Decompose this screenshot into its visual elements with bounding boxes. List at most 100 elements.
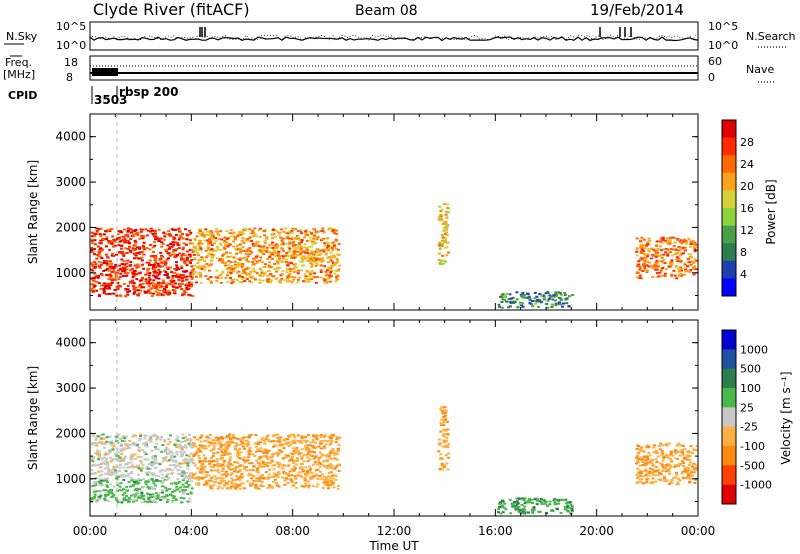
data-cell [325,273,329,276]
data-cell [140,462,144,465]
data-cell [152,433,156,436]
data-cell [128,499,132,502]
data-cell [238,258,242,261]
colorbar-tick-label: 25 [740,401,754,414]
data-cell [271,241,275,244]
data-cell [302,255,306,258]
data-cell [642,263,646,265]
data-cell [167,276,171,279]
data-cell [93,284,97,287]
data-cell [207,247,210,249]
data-cell [650,459,654,462]
data-cell [117,433,121,436]
data-cell [227,480,231,483]
data-cell [232,256,236,259]
data-cell [304,445,308,448]
data-cell [317,457,321,460]
data-cell [667,442,671,445]
data-cell [330,434,334,437]
data-cell [275,473,278,476]
data-cell [172,249,176,252]
data-cell [294,263,298,266]
data-cell [154,459,158,461]
data-cell [507,298,511,300]
data-cell [695,444,699,447]
data-cell [323,242,327,245]
data-cell [151,233,155,235]
data-cell [220,443,224,446]
data-cell [277,280,281,283]
data-cell [533,498,537,501]
data-cell [149,436,153,439]
data-cell [183,260,187,263]
data-cell [320,433,323,436]
data-cell [173,256,177,259]
data-cell [675,266,679,269]
data-cell [238,448,242,450]
data-cell [126,233,130,236]
data-cell [686,469,689,472]
data-cell [140,490,143,493]
data-cell [677,270,681,273]
data-cell [654,449,658,452]
data-cell [119,445,123,448]
data-cell [297,245,301,248]
data-cell [221,271,225,274]
data-cell [294,486,298,489]
data-cell [211,234,215,237]
data-cell [326,246,330,249]
data-cell [95,444,99,447]
data-cell [213,242,216,245]
data-cell [138,467,142,470]
data-cell [527,295,531,298]
data-cell [201,470,205,473]
data-cell [211,238,215,241]
data-cell [195,450,199,453]
data-cell [114,263,118,266]
data-cell [635,254,639,257]
data-cell [304,275,308,278]
data-cell [297,474,301,477]
data-cell [256,240,260,243]
data-cell [90,238,94,241]
data-cell [553,503,557,505]
data-cell [188,500,192,503]
data-cell [262,455,266,457]
data-cell [332,246,336,249]
data-cell [446,428,450,431]
data-cell [325,455,329,458]
data-cell [256,471,260,474]
data-cell [302,280,306,283]
data-cell [206,244,210,247]
data-cell [238,262,242,265]
data-cell [674,265,678,268]
data-cell [114,497,118,500]
data-cell [133,291,137,294]
data-cell [285,252,289,255]
data-cell [685,269,689,272]
data-cell [337,447,341,450]
data-cell [255,244,258,247]
data-cell [317,230,321,233]
data-cell [508,293,512,296]
data-cell [281,237,285,240]
data-cell [637,451,641,454]
data-cell [112,266,115,268]
data-cell [147,289,150,292]
data-cell [320,473,324,476]
data-cell [129,228,133,231]
data-cell [660,249,664,252]
data-cell [220,474,224,476]
data-cell [98,495,102,498]
data-cell [191,295,195,297]
data-cell [98,233,102,236]
data-cell [105,267,109,270]
data-cell [233,470,236,473]
data-cell [644,459,648,462]
data-cell [251,263,255,266]
data-cell [230,481,234,483]
data-cell [675,444,679,447]
data-cell [215,477,219,480]
data-cell [162,458,166,461]
data-cell [157,264,161,267]
